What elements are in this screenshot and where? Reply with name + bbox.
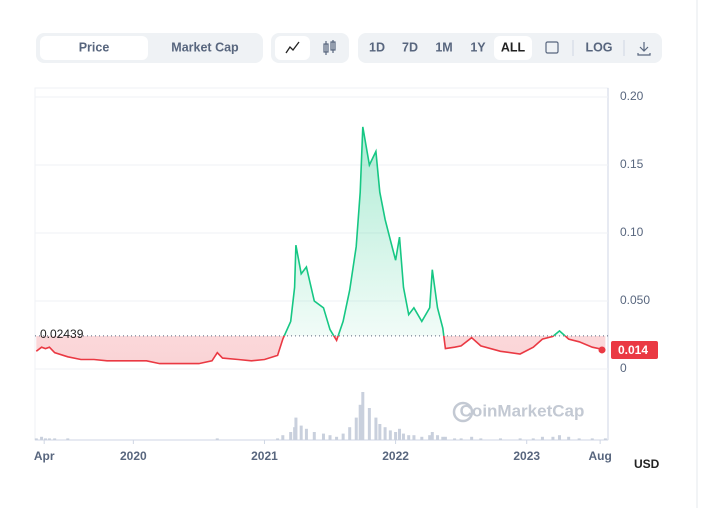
calendar-icon[interactable] [545, 41, 559, 54]
tab[interactable]: Market Cap [171, 40, 239, 54]
volume-bar [436, 435, 440, 440]
range-selected[interactable] [494, 36, 532, 60]
volume-bar [378, 424, 382, 440]
last-box [611, 340, 658, 359]
x-tick-label: 2022 [382, 449, 409, 463]
x-tick-label: 2021 [251, 449, 278, 463]
volume-bar [328, 435, 332, 440]
volume-bar [40, 436, 44, 440]
volume-bar [388, 430, 392, 440]
volume-bar [428, 435, 432, 440]
volume-bar [603, 438, 607, 440]
range-button[interactable]: 1M [435, 40, 452, 54]
volume-bar [43, 438, 47, 440]
range-button[interactable]: 7D [402, 40, 418, 54]
x-tick-label: 2020 [120, 449, 147, 463]
volume-bar [479, 438, 483, 440]
tab[interactable]: Price [79, 40, 110, 54]
price-line-up [283, 126, 567, 336]
x-tick-label: 2023 [513, 449, 540, 463]
volume-bar [215, 438, 219, 440]
watermark-logo [452, 401, 474, 423]
volume-bar [312, 432, 316, 440]
volume-bar [590, 438, 594, 440]
volume-bar [420, 436, 424, 440]
volume-bar [383, 427, 387, 440]
volume-bar [557, 435, 561, 440]
volume-bar [335, 436, 339, 440]
y-tick-label: 0.15 [620, 157, 644, 171]
volume-bar [407, 435, 411, 440]
volume-bar [276, 438, 280, 440]
volume-bar [443, 436, 447, 440]
volume-bar [540, 436, 544, 440]
volume-bar [289, 432, 293, 440]
volume-bar [66, 438, 70, 440]
volume-bar [394, 432, 398, 440]
volume-bar [398, 428, 402, 440]
last-dot [598, 346, 606, 354]
volume-bar [531, 438, 535, 440]
volume-bar [299, 425, 303, 440]
volume-bar [367, 408, 371, 440]
volume-bar [567, 436, 571, 440]
y-tick-label: 0.20 [620, 89, 644, 103]
volume-bar [354, 417, 358, 440]
volume-bar [401, 433, 405, 440]
range-button[interactable]: 1D [369, 40, 385, 54]
price-line-down [35, 335, 606, 365]
x-tick-label: Aug [588, 449, 611, 463]
volume-bar [430, 432, 434, 440]
area-up [284, 126, 566, 336]
volume-bar [441, 436, 445, 440]
volume-bar [294, 417, 298, 440]
volume-bar [361, 392, 365, 440]
volume-bar [47, 438, 51, 440]
line-type[interactable] [275, 36, 310, 60]
volume-bar [281, 435, 285, 440]
volume-bar [459, 438, 463, 440]
last-label: 0.014 [618, 343, 648, 357]
tab-selected[interactable] [40, 36, 148, 60]
volume-bar [518, 438, 522, 440]
volume-bar [348, 427, 352, 440]
volume-bar [358, 404, 362, 440]
download-icon[interactable] [637, 42, 651, 56]
area-down [36, 335, 606, 364]
x-tick-label: Apr [34, 449, 55, 463]
volume-bar [453, 438, 457, 440]
y-tick-label: 0.10 [620, 225, 644, 239]
y-tick-label: 0.050 [620, 293, 650, 307]
volume-bar [341, 433, 345, 440]
volume-bar [551, 436, 555, 440]
line-icon [285, 41, 300, 54]
log-button[interactable]: LOG [585, 40, 612, 54]
volume-bar [412, 435, 416, 440]
candle-icon[interactable] [323, 40, 336, 55]
volume-bar [53, 438, 57, 440]
range-button[interactable]: ALL [501, 40, 526, 54]
volume-bar [304, 428, 308, 440]
volume-bar [498, 438, 502, 440]
volume-bar [470, 436, 474, 440]
y-tick-label: 0 [620, 361, 627, 375]
volume-bar [34, 438, 38, 440]
baseline-label: 0.02439 [40, 327, 84, 341]
watermark: CoinMarketCap [460, 401, 585, 420]
currency: USD [634, 457, 660, 471]
plot-frame [34, 87, 609, 441]
volume-bar [374, 417, 378, 440]
volume-bar [577, 438, 581, 440]
volume-bar [321, 433, 325, 440]
range-button[interactable]: 1Y [470, 40, 486, 54]
